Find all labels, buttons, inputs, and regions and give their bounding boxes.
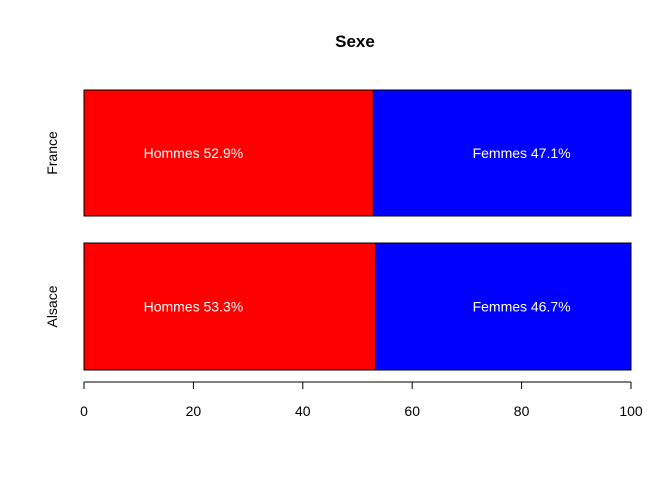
bars-group xyxy=(83,89,632,371)
category-label: France xyxy=(44,131,60,175)
category-label: Alsace xyxy=(44,285,60,327)
x-tick-label: 40 xyxy=(295,403,311,419)
bar-segment xyxy=(83,89,374,217)
bar-segment xyxy=(375,242,632,371)
bar-data-label: Femmes 47.1% xyxy=(473,145,571,161)
bar-data-label: Hommes 52.9% xyxy=(144,145,244,161)
bar-segment xyxy=(372,89,632,217)
chart-title: Sexe xyxy=(335,32,375,51)
bar-data-label: Hommes 53.3% xyxy=(144,299,244,315)
x-tick-label: 60 xyxy=(404,403,420,419)
x-tick-label: 0 xyxy=(80,403,88,419)
x-tick-label: 80 xyxy=(514,403,530,419)
bar-data-label: Femmes 46.7% xyxy=(473,299,571,315)
bar-segment xyxy=(83,242,377,371)
category-labels-group: France Alsace xyxy=(44,131,60,328)
x-axis: 0 20 40 60 80 100 xyxy=(80,381,643,419)
bar-labels-group: Hommes 52.9% Femmes 47.1% Hommes 53.3% Femm… xyxy=(144,145,571,315)
x-tick-label: 100 xyxy=(619,403,643,419)
x-tick-label: 20 xyxy=(186,403,202,419)
